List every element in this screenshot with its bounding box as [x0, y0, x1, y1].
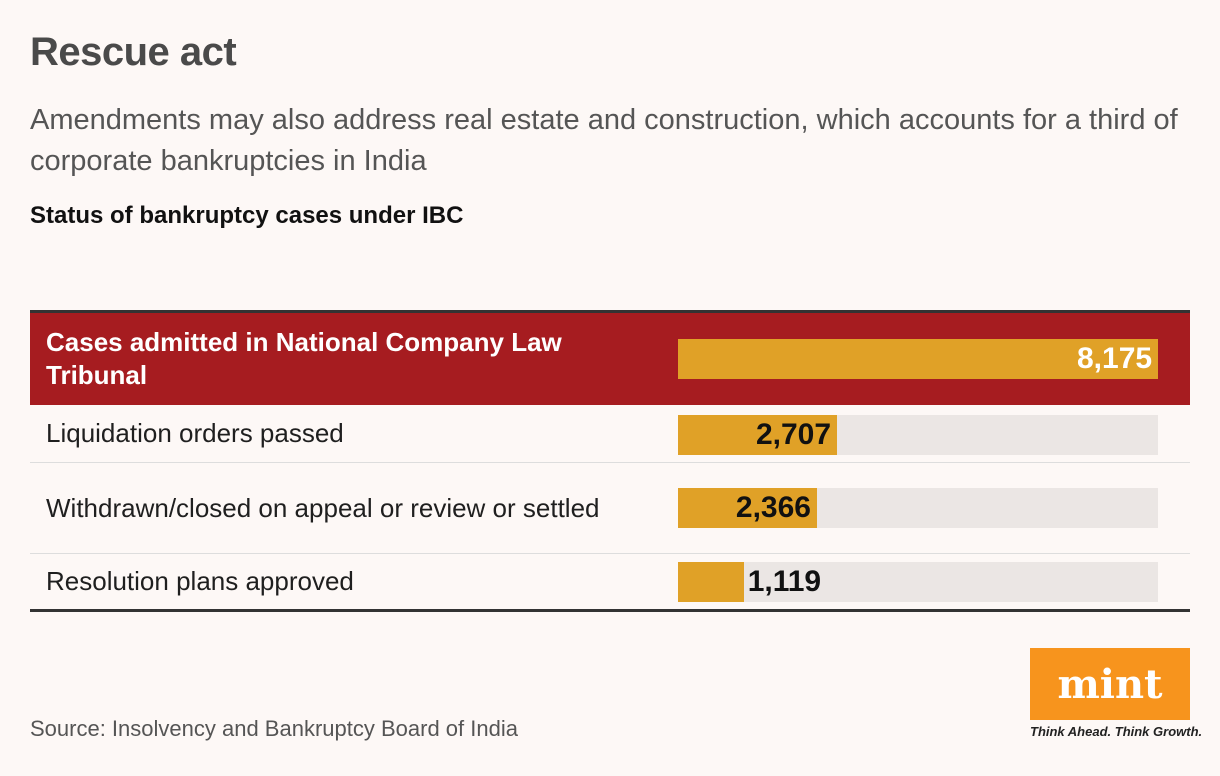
page-subtitle: Amendments may also address real estate …: [30, 104, 1178, 177]
bar-label: Resolution plans approved: [46, 566, 354, 596]
bar-label: Withdrawn/closed on appeal or review or …: [46, 492, 600, 523]
bar-row: Withdrawn/closed on appeal or review or …: [30, 463, 1190, 554]
bar-row: Liquidation orders passed 2,707: [30, 405, 1190, 463]
bar-row: Cases admitted in National Company Law T…: [30, 313, 1190, 405]
bar-cell: 2,707: [678, 415, 1158, 455]
logo-tagline: Think Ahead. Think Growth.: [1030, 724, 1203, 739]
bar-value-label: 2,366: [735, 491, 811, 524]
bar: [678, 562, 744, 602]
chart-title: Status of bankruptcy cases under IBC: [30, 202, 464, 229]
bar-value-label: 1,119: [747, 565, 822, 598]
bar-value-label: 8,175: [1077, 342, 1153, 375]
source-note: Source: Insolvency and Bankruptcy Board …: [30, 716, 518, 741]
bar-cell: 2,366: [678, 488, 1158, 528]
bar: [678, 488, 817, 528]
bar: [678, 415, 837, 455]
bar-track: [678, 562, 1158, 602]
bar-cell: 1,119: [678, 562, 1158, 602]
bar: [678, 339, 1158, 379]
bar-cell: 8,175: [678, 339, 1158, 379]
page-title: Rescue act: [30, 30, 237, 74]
mint-logo: mint: [1030, 648, 1190, 720]
bar-row: Resolution plans approved 1,119: [30, 554, 1190, 609]
bar-label: Liquidation orders passed: [46, 418, 344, 448]
bar-value-label: 2,707: [755, 418, 832, 451]
bar-label: Cases admitted in National Company Law T…: [46, 327, 562, 390]
bar-table: Cases admitted in National Company Law T…: [30, 310, 1190, 612]
